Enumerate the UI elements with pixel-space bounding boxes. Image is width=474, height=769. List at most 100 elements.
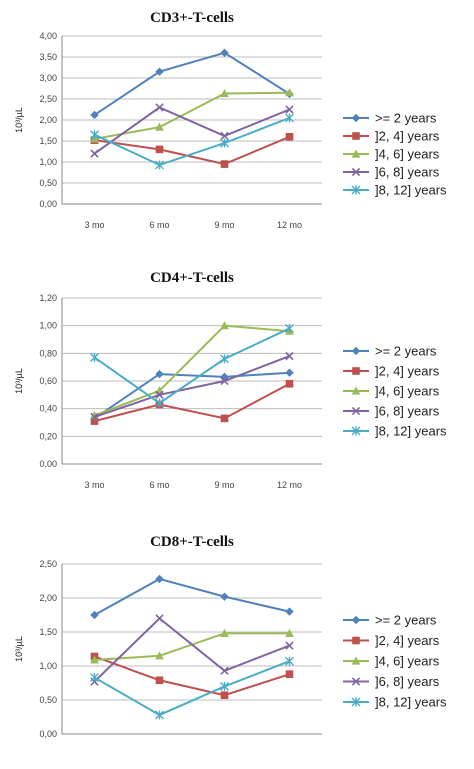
x-tick-label: 6 mo	[149, 220, 169, 230]
data-point	[285, 368, 294, 377]
y-tick-label: 0,80	[39, 348, 57, 358]
y-tick-label: 3,50	[39, 52, 57, 62]
y-tick-label: 0,20	[39, 431, 57, 441]
y-tick-label: 0,50	[39, 178, 57, 188]
series-group	[90, 103, 294, 158]
y-tick-label: 0,50	[39, 695, 57, 705]
legend-item: ]8, 12] years	[343, 183, 447, 198]
y-tick-label: 1,50	[39, 136, 57, 146]
legend-label: ]4, 6] years	[375, 384, 440, 399]
series-group	[90, 323, 294, 408]
legend-item: ]6, 8] years	[343, 404, 440, 419]
series-line	[94, 324, 290, 417]
legend-item: ]4, 6] years	[343, 384, 440, 399]
chart-title: CD4+-T-cells	[150, 270, 234, 286]
data-point	[285, 607, 294, 616]
y-tick-label: 2,50	[39, 559, 57, 569]
data-point	[220, 48, 229, 57]
data-point	[155, 67, 164, 76]
data-point	[220, 88, 229, 98]
series-group	[90, 614, 294, 686]
series-group	[90, 133, 294, 168]
series-line	[93, 617, 290, 683]
data-point	[155, 369, 164, 379]
legend-marker	[351, 615, 361, 625]
data-point	[90, 110, 99, 120]
legend-item: ]4, 6] years	[343, 147, 440, 162]
legend-marker	[351, 697, 361, 707]
legend-label: ]2, 4] years	[375, 633, 440, 648]
y-tick-label: 1,00	[39, 661, 57, 671]
cd3-line-chart: CD3+-T-cells 0,00 0,50 1,00 1,50 2,00 2,50 3,00…	[14, 10, 447, 230]
series-line	[93, 51, 291, 116]
series-group	[90, 656, 294, 720]
legend-label: ]4, 6] years	[375, 147, 440, 162]
data-point	[90, 655, 99, 664]
legend-label: ]8, 12] years	[375, 424, 447, 439]
legend-label: ]6, 8] years	[375, 404, 440, 419]
data-point	[285, 641, 294, 650]
legend: >= 2 years]2, 4] years]4, 6] years]6, 8]…	[343, 344, 447, 439]
series-line	[94, 116, 290, 167]
data-point	[155, 122, 164, 131]
series-group	[90, 88, 294, 143]
legend: >= 2 years ]2, 4] years ]4, 6] years ]6, 8]…	[343, 111, 447, 198]
data-point	[90, 149, 99, 158]
y-tick-label: 2,00	[39, 593, 57, 603]
legend-label: ]6, 8] years	[375, 674, 440, 689]
series-line	[93, 106, 290, 155]
y-tick-label: 1,00	[39, 321, 57, 331]
chart-title: CD3+-T-cells	[150, 10, 234, 26]
legend-marker	[351, 113, 361, 123]
y-tick-label: 2,50	[39, 94, 57, 104]
legend-item: >= 2 years	[343, 344, 437, 359]
data-point	[155, 160, 164, 170]
legend-marker	[351, 406, 361, 416]
legend-label: >= 2 years	[375, 344, 437, 359]
x-tick-label: 12 mo	[277, 480, 302, 490]
data-point	[220, 160, 229, 168]
y-axis-label: 10³/µL	[14, 636, 24, 662]
data-point	[155, 390, 164, 399]
data-point	[285, 323, 294, 333]
legend-label: >= 2 years	[375, 613, 437, 628]
legend: >= 2 years]2, 4] years]4, 6] years]6, 8]…	[343, 613, 447, 710]
data-point	[285, 113, 294, 123]
legend-label: ]8, 12] years	[375, 695, 447, 710]
cd8-chart-panel: CD8+-T-cells 0,00 0,50 1,00 1,50 2,00 2,50 10³/…	[0, 518, 474, 769]
y-tick-label: 0,00	[39, 729, 57, 739]
legend-item: >= 2 years	[343, 111, 437, 126]
x-tick-label: 12 mo	[277, 220, 302, 230]
data-point	[220, 376, 229, 386]
legend-label: ]6, 8] years	[375, 165, 440, 180]
x-tick-label: 9 mo	[214, 480, 234, 490]
legend-label: ]2, 4] years	[375, 129, 440, 144]
cd4-line-chart: CD4+-T-cells 0,00 0,20 0,40 0,60 0,80 1,00 1,20…	[14, 270, 447, 490]
series-line	[94, 355, 290, 418]
data-point	[155, 676, 164, 685]
series-group	[90, 379, 294, 425]
data-point	[155, 651, 164, 660]
series-line	[93, 327, 290, 405]
legend-item: ]8, 12] years	[343, 695, 447, 710]
data-point	[155, 574, 164, 584]
data-point	[90, 673, 99, 683]
legend-marker	[351, 167, 361, 177]
legend-marker	[352, 636, 360, 645]
data-point	[285, 379, 294, 388]
legend-item: ]2, 4] years	[343, 633, 440, 648]
series-group	[90, 321, 294, 420]
legend-label: >= 2 years	[375, 111, 437, 126]
series-line	[94, 577, 290, 616]
data-point	[220, 131, 229, 141]
legend-marker	[351, 677, 361, 686]
x-tick-label: 9 mo	[214, 220, 234, 230]
legend-marker	[351, 426, 361, 436]
data-point	[285, 656, 294, 666]
series-line	[94, 660, 290, 717]
y-tick-label: 1,50	[39, 627, 57, 637]
data-point	[220, 321, 229, 330]
series-line	[94, 135, 290, 166]
data-point	[220, 666, 229, 675]
legend-marker	[352, 132, 360, 140]
